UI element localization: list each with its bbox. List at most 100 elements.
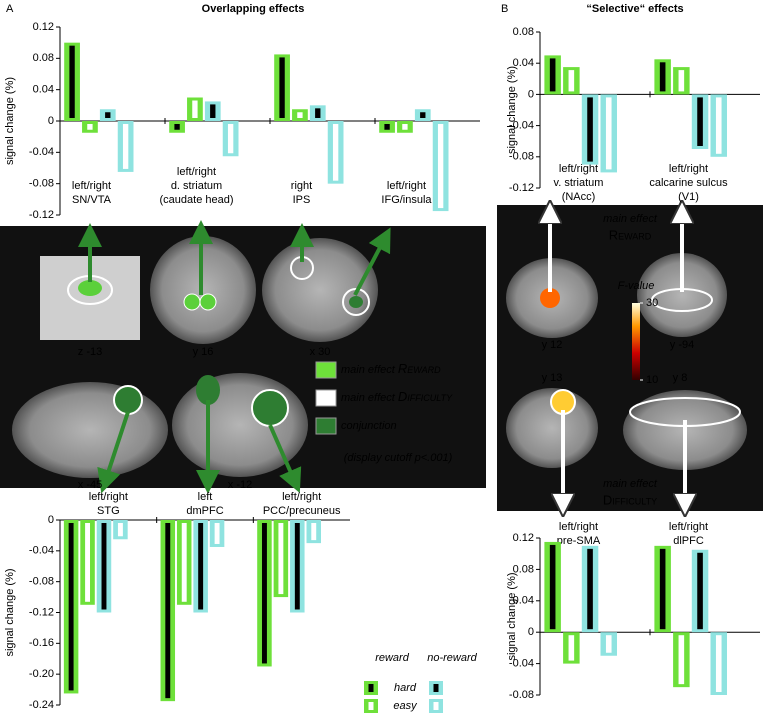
y-tick-label: -0.12	[29, 606, 54, 618]
arrows	[78, 212, 685, 505]
bar-core	[715, 97, 722, 154]
category-label: IFG/insula	[381, 194, 432, 206]
y-tick-label: -0.16	[29, 637, 54, 649]
bar-core	[105, 112, 111, 118]
slice-label: y 16	[193, 346, 214, 358]
category-label: left/right	[282, 491, 321, 503]
category-label: left/right	[669, 521, 708, 533]
category-label: left/right	[89, 491, 128, 503]
category-label: pre-SMA	[557, 535, 601, 547]
legend-header: no-reward	[427, 652, 477, 664]
panel-title: Overlapping effects	[202, 3, 305, 15]
bar-core	[278, 523, 284, 595]
bar-core	[420, 112, 426, 118]
bar-core	[568, 635, 575, 661]
y-tick-label: 0.08	[513, 26, 534, 38]
bar-core	[384, 124, 390, 130]
y-tick-label: 0.04	[513, 57, 534, 69]
bar-core	[261, 523, 267, 664]
bar-core	[715, 635, 722, 692]
bar-core	[315, 108, 321, 118]
y-axis-label: signal change (%)	[506, 572, 518, 660]
y-tick-label: 0	[48, 115, 54, 127]
y-tick-label: 0	[528, 626, 534, 638]
y-tick-label: 0.08	[513, 563, 534, 575]
legend-text: main effect Reward	[341, 361, 441, 376]
slice-label: y 13	[542, 372, 563, 384]
bar-core	[659, 548, 666, 630]
bar-core	[192, 100, 198, 118]
y-tick-label: -0.08	[29, 178, 54, 190]
legend-header: reward	[375, 652, 410, 664]
colorbar-label: F-value	[618, 280, 655, 292]
bar-core	[165, 523, 171, 699]
category-label: dlPFC	[673, 535, 704, 547]
y-tick-label: 0	[528, 88, 534, 100]
effect-label: Difficulty	[603, 492, 657, 507]
bar-core	[587, 548, 593, 630]
slice-label: z -13	[78, 346, 102, 358]
category-label: d. striatum	[171, 180, 222, 192]
bar-core	[117, 523, 123, 537]
legend-text: main effect Difficulty	[341, 389, 453, 404]
legend-row: easy	[393, 700, 418, 712]
y-tick-label: -0.12	[29, 209, 54, 221]
cutoff-note: (display cutoff p<.001)	[344, 452, 453, 464]
bar-core	[122, 124, 129, 169]
category-label: left/right	[559, 521, 598, 533]
legend-prefix: main effect	[341, 364, 396, 376]
category-label: right	[291, 180, 312, 192]
legend-swatch-core	[433, 702, 439, 710]
y-tick-label: -0.12	[509, 182, 534, 194]
y-axis-label: signal change (%)	[4, 77, 16, 165]
panel-title: “Selective“ effects	[586, 3, 683, 15]
slice-label: y 12	[542, 339, 563, 351]
y-axis-label: signal change (%)	[506, 66, 518, 154]
bar-core	[605, 635, 612, 653]
category-label: calcarine sulcus	[649, 177, 728, 189]
bar-core	[437, 124, 444, 209]
colorbar-tick-label: 10	[646, 374, 658, 386]
bar-core	[69, 45, 75, 118]
bar-core	[294, 523, 300, 610]
category-label: left/right	[177, 166, 216, 178]
bar-core	[68, 523, 74, 691]
y-tick-label: -0.20	[29, 668, 54, 680]
bar-core	[697, 97, 703, 146]
legend-row: hard	[394, 682, 417, 694]
bar-core	[678, 70, 685, 92]
y-tick-label: -0.04	[29, 146, 54, 158]
bar-core	[297, 112, 303, 118]
effect-label: main effect	[603, 213, 658, 225]
bar-core	[311, 523, 317, 541]
category-label: left/right	[387, 180, 426, 192]
y-tick-label: -0.08	[509, 151, 534, 163]
legend-name: Difficulty	[398, 389, 453, 404]
bar-core	[402, 124, 408, 130]
legend-swatch-core	[368, 684, 374, 692]
slice-label: y -94	[670, 339, 694, 351]
category-label: STG	[97, 505, 120, 517]
y-tick-label: 0.08	[33, 52, 54, 64]
y-tick-label: -0.08	[29, 576, 54, 588]
bar-core	[198, 523, 204, 610]
category-label: left/right	[559, 163, 598, 175]
y-tick-label: 0.04	[33, 84, 54, 96]
bar-core	[605, 97, 612, 170]
bar-core	[332, 124, 339, 181]
y-axis-label: signal change (%)	[4, 568, 16, 656]
legend-swatch	[315, 389, 337, 407]
colorbar-tick-label: 30	[646, 297, 658, 309]
legend-name: Reward	[398, 361, 441, 376]
bar-core	[279, 57, 285, 118]
legend-name: conjunction	[341, 420, 397, 432]
y-tick-label: -0.04	[509, 120, 534, 132]
y-tick-label: 0.12	[33, 21, 54, 33]
category-label: dmPFC	[186, 505, 223, 517]
legend-swatch	[315, 361, 337, 379]
bar-core	[85, 523, 91, 602]
category-label: (V1)	[678, 191, 699, 203]
brain-slices	[12, 236, 747, 478]
slice-label: x 30	[310, 346, 331, 358]
slice-label: y 8	[673, 372, 688, 384]
